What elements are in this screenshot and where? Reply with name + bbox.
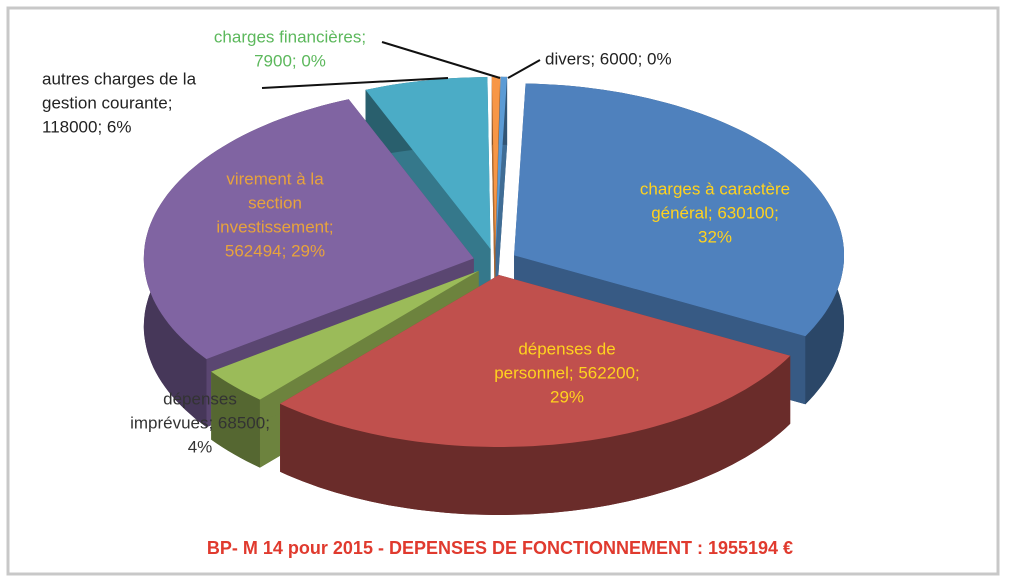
leader-line: [261, 77, 449, 89]
chart-title: BP- M 14 pour 2015 - DEPENSES DE FONCTIO…: [207, 538, 793, 558]
slice: [143, 99, 474, 360]
leader-line: [381, 41, 501, 79]
data-label: 7900; 0%: [254, 51, 326, 70]
data-label: virement à la: [226, 169, 324, 188]
data-label: 29%: [550, 387, 584, 406]
slice-wall: [211, 371, 260, 468]
data-label: gestion courante;: [42, 93, 172, 112]
slice: [211, 270, 479, 400]
data-label: charges financières;: [214, 27, 366, 46]
data-label: 4%: [188, 437, 213, 456]
slice: [514, 83, 844, 337]
data-label: investissement;: [216, 217, 333, 236]
data-label: 562494; 29%: [225, 241, 325, 260]
slice-wall: [280, 355, 791, 515]
data-label: divers; 6000; 0%: [545, 49, 672, 68]
labels: charges à caractère général; 630100; 32% dé…: [42, 27, 790, 456]
pie: [143, 76, 844, 515]
leader-line: [507, 59, 541, 79]
slice: [365, 77, 491, 250]
slice-face: [211, 270, 479, 440]
data-label: charges à caractère: [640, 179, 790, 198]
data-label: dépenses de: [518, 339, 615, 358]
slice: [491, 76, 501, 249]
slice: [495, 76, 508, 249]
slice: [280, 275, 791, 447]
data-label: imprévues; 68500;: [130, 413, 270, 432]
data-label: 32%: [698, 227, 732, 246]
data-label: 118000; 6%: [42, 117, 131, 136]
data-label: autres charges de la: [42, 69, 197, 88]
data-label: personnel; 562200;: [494, 363, 640, 382]
data-label: section: [248, 193, 302, 212]
data-label: dépenses: [163, 389, 237, 408]
data-label: général; 630100;: [651, 203, 779, 222]
